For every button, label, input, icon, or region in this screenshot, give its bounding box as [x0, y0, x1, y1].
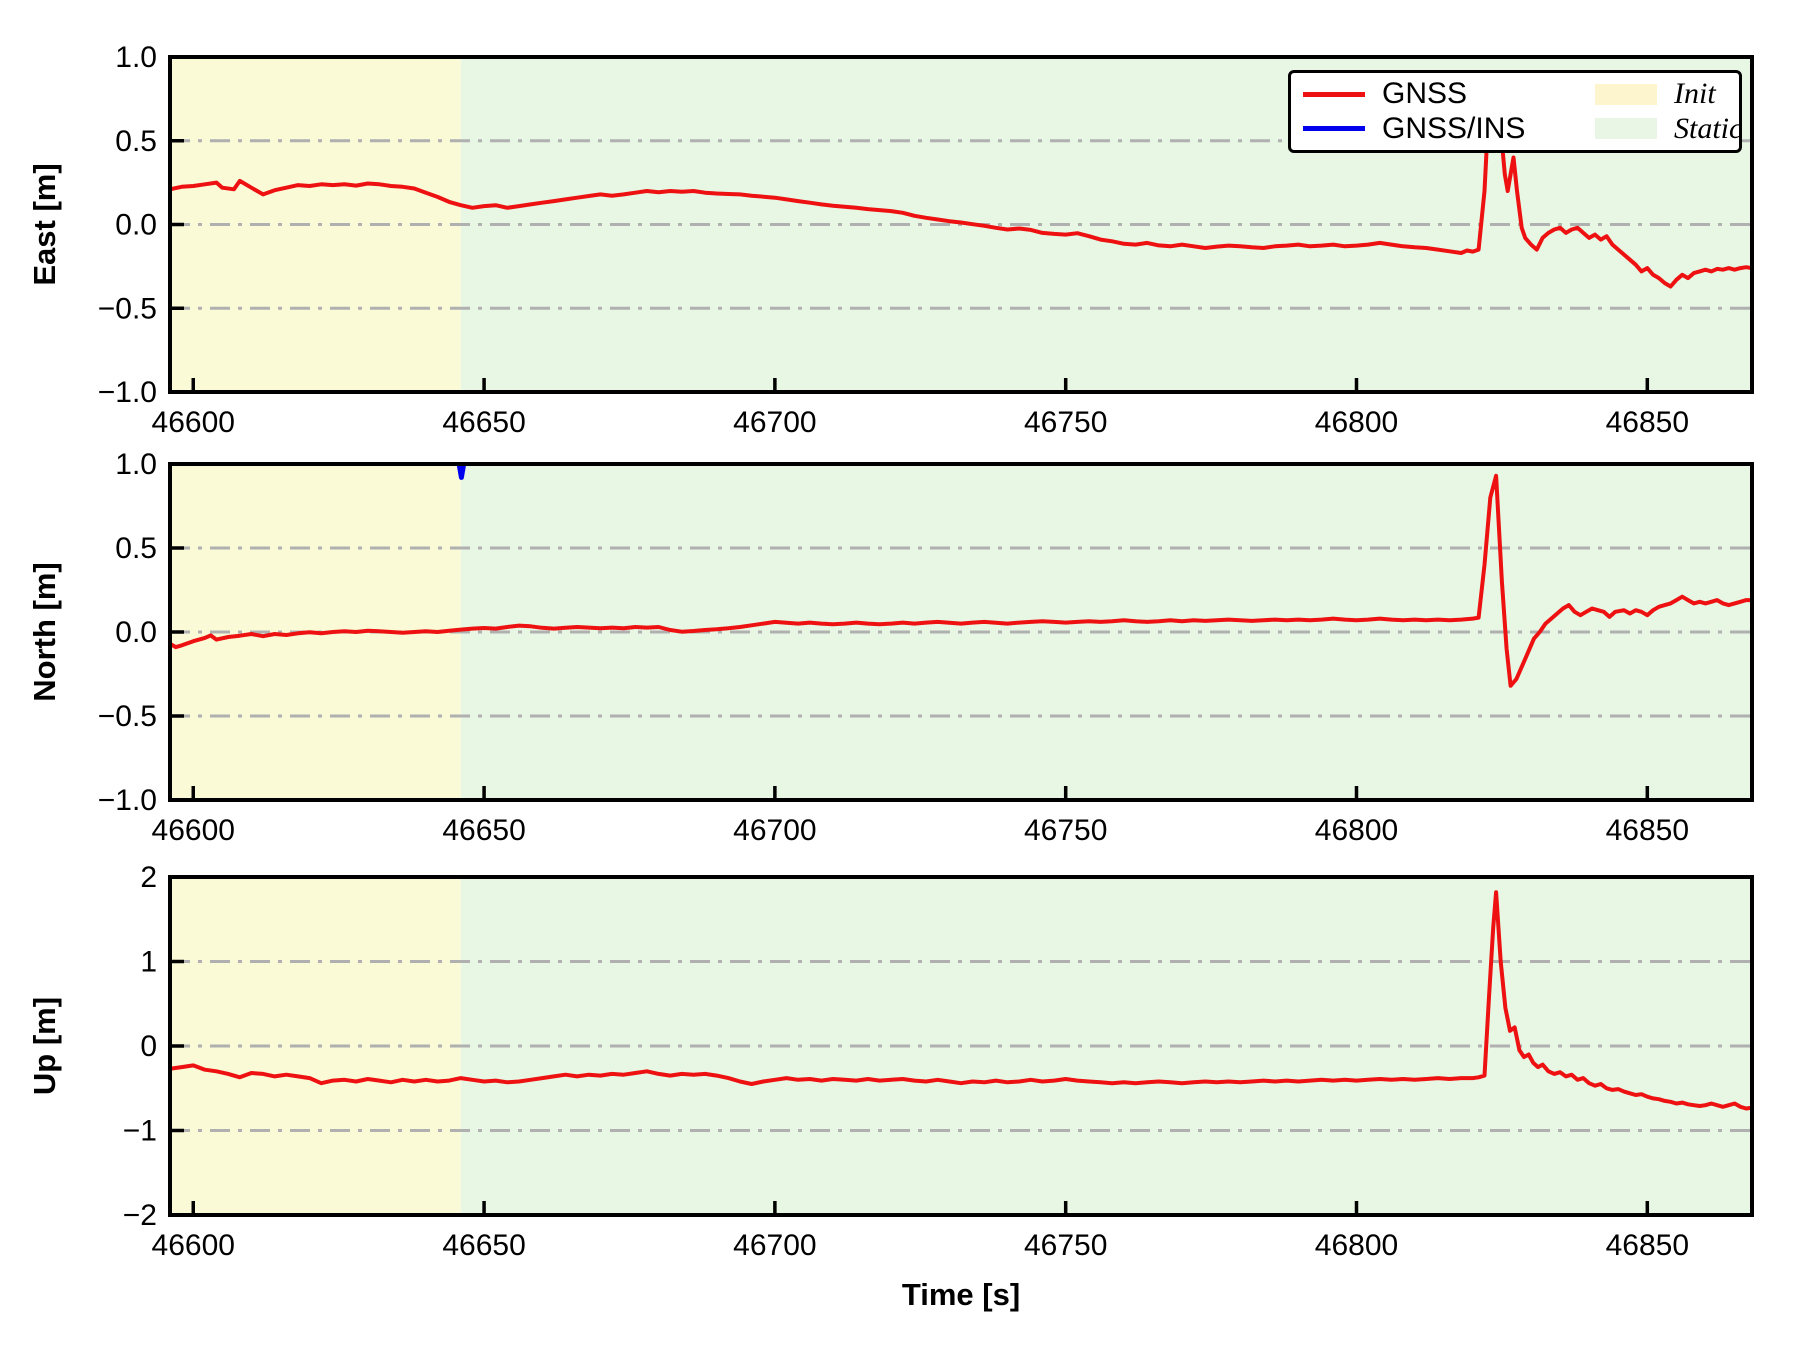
- x-tick-label: 46800: [1315, 406, 1398, 439]
- y-tick-label: 1.0: [115, 448, 157, 481]
- legend-label-gnss: GNSS: [1382, 77, 1468, 111]
- series-gnss: [170, 75, 1752, 289]
- legend-item-gnss: GNSS: [1303, 79, 1595, 109]
- x-tick-label: 46750: [1024, 1229, 1107, 1262]
- y-tick-label: −1.0: [98, 376, 157, 409]
- y-tick-label: 0: [140, 1030, 157, 1063]
- subplot-up: 46600 46650 46700 46750 46800 46850 2 1 0 −1 −2 Up …: [27, 861, 1754, 1262]
- x-tick-label: 46600: [152, 814, 235, 847]
- y-tick-label: −0.5: [98, 292, 157, 325]
- y-axis-label-up: Up [m]: [27, 997, 62, 1095]
- x-tick-label: 46800: [1315, 814, 1398, 847]
- subplot-north: 46600 46650 46700 46750 46800 46850 1.0 0.5 0.0 −…: [27, 448, 1754, 847]
- legend-label-gnss-ins: GNSS/INS: [1382, 111, 1526, 145]
- y-axis-label-east: East [m]: [27, 163, 62, 285]
- gnss-line-swatch: [1303, 91, 1365, 97]
- series-group: [170, 75, 1752, 289]
- x-tick-label: 46850: [1606, 814, 1689, 847]
- y-tick-label: −1: [123, 1115, 157, 1148]
- y-tick-label: 0.0: [115, 209, 157, 242]
- y-tick-label: −2: [123, 1199, 157, 1232]
- x-tick-label: 46750: [1024, 406, 1107, 439]
- gnss-ins-line-swatch: [1303, 126, 1365, 132]
- y-tick-label: 1.0: [115, 41, 157, 74]
- series-gnss-ins: [456, 464, 467, 480]
- y-tick-label: 2: [140, 861, 157, 894]
- x-tick-label: 46700: [733, 406, 816, 439]
- axes-spine: [168, 462, 1754, 802]
- series-group: [170, 464, 1752, 688]
- y-tick-label: 1: [140, 946, 157, 979]
- x-tick-label: 46750: [1024, 814, 1107, 847]
- x-tick-label: 46800: [1315, 1229, 1398, 1262]
- axes-spine: [168, 55, 1754, 394]
- legend-item-static: Static: [1595, 111, 1743, 145]
- legend-item-init: Init: [1595, 79, 1742, 109]
- y-tick-label: 0.5: [115, 532, 157, 565]
- x-tick-label: 46700: [733, 1229, 816, 1262]
- y-tick-label: −0.5: [98, 700, 157, 733]
- x-tick-label: 46650: [442, 1229, 525, 1262]
- y-tick-label: 0.0: [115, 616, 157, 649]
- x-tick-label: 46700: [733, 814, 816, 847]
- series-gnss: [170, 890, 1752, 1111]
- static-patch-swatch: [1595, 118, 1657, 140]
- series-group: [170, 890, 1752, 1111]
- y-tick-label: −1.0: [98, 784, 157, 817]
- axes-spine: [168, 875, 1754, 1217]
- legend: GNSS GNSS/INS Init Static: [1288, 70, 1742, 153]
- x-tick-label: 46850: [1606, 406, 1689, 439]
- y-axis-label-north: North [m]: [27, 562, 62, 701]
- x-tick-label: 46850: [1606, 1229, 1689, 1262]
- x-tick-label: 46650: [442, 814, 525, 847]
- legend-label-static: Static: [1674, 111, 1743, 145]
- legend-label-init: Init: [1674, 77, 1716, 111]
- series-gnss: [170, 473, 1752, 688]
- init-patch-swatch: [1595, 83, 1657, 105]
- x-tick-label: 46600: [152, 1229, 235, 1262]
- legend-item-gnss-ins: GNSS/INS: [1303, 111, 1595, 145]
- y-tick-label: 0.5: [115, 125, 157, 158]
- x-tick-label: 46650: [442, 406, 525, 439]
- x-tick-label: 46600: [152, 406, 235, 439]
- x-axis-label: Time [s]: [902, 1277, 1020, 1312]
